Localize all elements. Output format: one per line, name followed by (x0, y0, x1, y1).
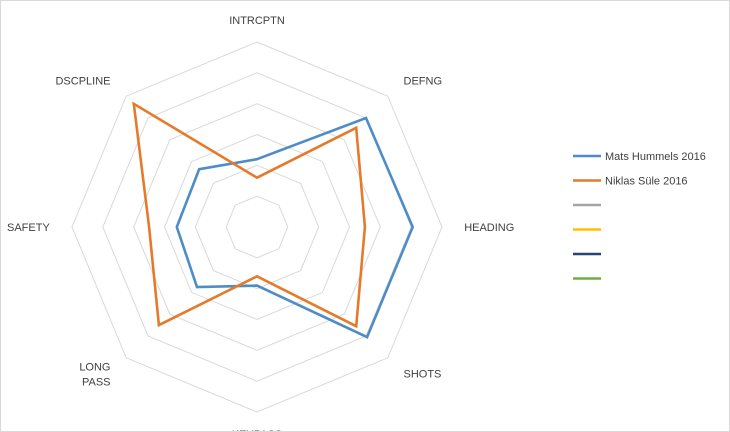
grid-ring (163, 133, 351, 321)
series-lines (132, 101, 415, 339)
grid-ring (71, 41, 443, 413)
axis-label: SHOTS (404, 369, 442, 381)
axis-labels: INTRCPTN DEFNG HEADING SHOTS KEYPASS LONGPASS… (7, 15, 514, 431)
legend-label: Niklas Süle 2016 (605, 176, 688, 188)
axis-label: SAFETY (7, 222, 50, 234)
axis-label: DEFNG (404, 76, 443, 88)
axis-label: INTRCPTN (229, 15, 285, 27)
grid-ring (225, 195, 289, 259)
series-line (132, 101, 367, 329)
axis-label: KEYPASS (232, 429, 283, 431)
radar-grid (71, 41, 443, 413)
legend: Mats Hummels 2016 Niklas Süle 2016 (573, 151, 706, 280)
grid-ring (133, 103, 381, 351)
axis-label: DSCPLINE (55, 76, 110, 88)
axis-label: LONG PASS (79, 362, 110, 389)
axis-label: HEADING (464, 222, 514, 234)
grid-ring (194, 164, 320, 290)
series-line (175, 116, 415, 339)
legend-label: Mats Hummels 2016 (605, 151, 706, 163)
